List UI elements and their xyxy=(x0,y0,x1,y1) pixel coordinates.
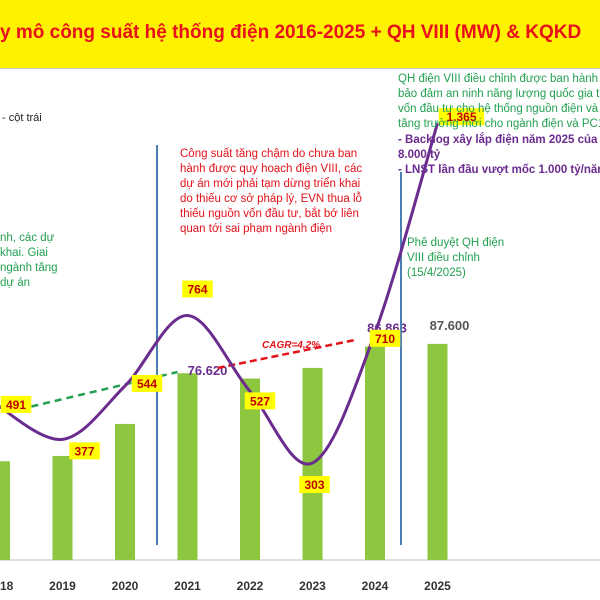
note-approval-line: (15/4/2025) xyxy=(407,267,466,279)
line-value-label: 710 xyxy=(375,332,395,346)
note-approval-line: Phê duyệt QH điện xyxy=(407,237,505,249)
line-value-label: 1.365 xyxy=(446,110,476,124)
chart-title: y mô công suất hệ thống điện 2016-2025 +… xyxy=(0,22,582,43)
line-value-label: 764 xyxy=(187,283,207,297)
bar xyxy=(365,346,385,560)
note-red-line: Công suất tăng chậm do chưa ban xyxy=(180,148,358,160)
note-middle-red: Công suất tăng chậm do chưa ban hành đượ… xyxy=(180,147,362,237)
bar xyxy=(115,423,135,560)
x-tick-label: 2020 xyxy=(112,579,139,593)
note-right-line: bảo đảm an ninh năng lượng quốc gia t xyxy=(398,88,600,100)
note-approval-line: VIII điều chỉnh xyxy=(407,252,480,264)
cagr-label: CAGR=4,2% xyxy=(262,340,320,351)
line-value-box xyxy=(69,442,100,460)
line-value-box xyxy=(131,374,163,392)
x-tick-label: 2018 xyxy=(0,579,14,593)
line-value-label: 544 xyxy=(137,377,157,391)
note-right-line: tăng trưởng mới cho ngành điện và PC1 xyxy=(398,118,600,130)
x-tick-label: 2025 xyxy=(424,579,451,593)
bar xyxy=(177,373,198,560)
bar-value-label: 76.620 xyxy=(188,363,228,378)
x-tick-label: 2023 xyxy=(299,579,326,593)
line-value-box xyxy=(244,392,276,410)
x-tick-label: 2022 xyxy=(237,579,264,593)
note-red-line: dự án mới phải tạm dừng triển khai xyxy=(180,178,361,190)
bar-value-label: 87.600 xyxy=(430,318,470,333)
x-tick-label: 2024 xyxy=(362,579,389,593)
note-right-green: QH điện VIII điều chỉnh được ban hành bả… xyxy=(398,72,600,132)
title-band: y mô công suất hệ thống điện 2016-2025 +… xyxy=(0,0,600,69)
note-left-green: nh, các dự khai. Giai ngành tăng dự án xyxy=(0,231,58,291)
line-value-label: 377 xyxy=(74,444,94,458)
note-right-line: QH điện VIII điều chỉnh được ban hành xyxy=(398,73,599,85)
x-tick-label: 2019 xyxy=(49,579,76,593)
note-purple-line: - Backlog xây lắp điện năm 2025 của PC xyxy=(398,134,600,146)
bar xyxy=(427,343,448,560)
note-purple-line: 8.000 tỷ xyxy=(398,149,441,161)
bar xyxy=(52,455,73,560)
note-red-line: quan tới sai phạm ngành điện xyxy=(180,223,333,235)
line-value-box xyxy=(299,476,330,494)
legend-left-axis: - cột trái xyxy=(2,112,42,124)
line-value-label: 491 xyxy=(6,398,26,412)
line-value-box xyxy=(369,329,401,347)
note-red-line: do thiếu cơ sở pháp lý, EVN thua lỗ xyxy=(180,193,362,205)
line-value-box xyxy=(0,395,32,413)
note-right-line: vốn đầu tư cho hệ thống nguồn điện và xyxy=(398,103,599,115)
trend-line-red xyxy=(217,338,356,370)
note-red-line: hành được quy hoạch điện VIII, các xyxy=(180,163,363,175)
bar xyxy=(240,378,260,560)
x-tick-label: 2021 xyxy=(174,579,201,593)
note-red-line: thiếu nguồn vốn đầu tư, bắt bớ liên xyxy=(180,208,359,220)
line-value-label: 527 xyxy=(250,394,270,408)
bar xyxy=(0,461,10,560)
note-purple-line: - LNST lần đầu vượt mốc 1.000 tỷ/năm xyxy=(398,164,600,176)
note-left-line: nh, các dự xyxy=(0,232,55,244)
note-right-purple: - Backlog xây lắp điện năm 2025 của PC 8… xyxy=(398,133,600,178)
note-left-line: dự án xyxy=(0,277,31,289)
line-value-box xyxy=(182,280,213,298)
note-left-line: khai. Giai xyxy=(0,247,48,259)
line-value-label: 303 xyxy=(304,478,324,492)
note-approval: Phê duyệt QH điện VIII điều chỉnh (15/4/… xyxy=(407,236,504,281)
note-left-line: ngành tăng xyxy=(0,262,58,274)
line-value-box xyxy=(438,108,485,126)
